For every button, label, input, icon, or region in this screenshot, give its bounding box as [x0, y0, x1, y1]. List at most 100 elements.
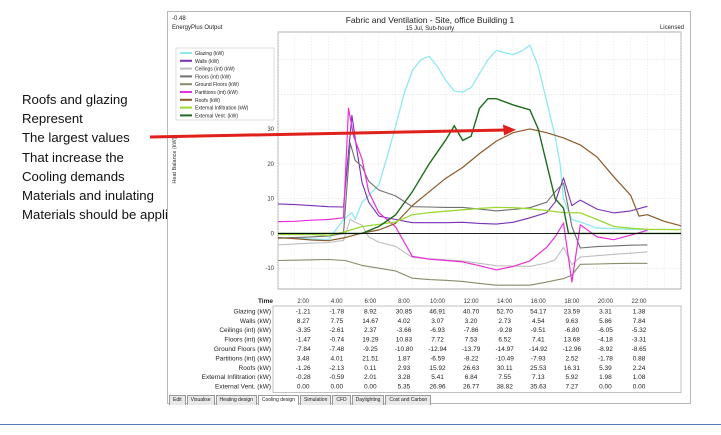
- table-cell: -2.61: [329, 327, 344, 334]
- series-line: [277, 114, 648, 225]
- table-cell: -9.28: [497, 327, 512, 334]
- legend-label: Walls (kW): [195, 59, 219, 65]
- table-cell: 4.02: [398, 318, 411, 325]
- series-line: [278, 44, 648, 241]
- table-cell: -2.13: [329, 365, 344, 372]
- table-cell: 3.20: [465, 318, 478, 325]
- table-cell: 5.92: [566, 374, 579, 381]
- table-cell: -7.86: [464, 327, 479, 334]
- table-row-label: External Infiltration (kW): [202, 374, 271, 381]
- note-line: Represent: [22, 111, 83, 127]
- table-row-label: Floors (int) (kW): [224, 337, 271, 344]
- table-cell: -1.78: [329, 308, 344, 315]
- table-cell: 52.70: [497, 308, 514, 315]
- tab-visualise[interactable]: Visualise: [186, 395, 215, 405]
- table-cell: 25.53: [530, 365, 547, 372]
- note-line: Materials and inulating: [22, 188, 154, 204]
- app-name: EnergyPlus Output: [172, 25, 223, 31]
- legend-label: Glazing (kW): [195, 51, 224, 57]
- table-cell: 26.96: [429, 384, 446, 391]
- table-cell: 1.38: [633, 308, 646, 315]
- table-row-label: Ceilings (int) (kW): [219, 327, 271, 334]
- table-cell: 46.91: [429, 308, 446, 315]
- series-lines: [277, 44, 682, 286]
- x-tick-label: 12:00: [464, 299, 480, 305]
- table-row-label: Walls (kW): [240, 318, 271, 325]
- table-cell: 1.87: [398, 355, 411, 362]
- table-cell: 7.55: [498, 374, 511, 381]
- table-cell: -7.84: [296, 346, 311, 353]
- y-tick-label: 10: [267, 197, 274, 203]
- table-cell: 15.92: [429, 365, 446, 372]
- table-cell: -12.94: [428, 346, 447, 353]
- y-tick-label: 30: [267, 127, 274, 133]
- table-cell: -0.74: [329, 337, 344, 344]
- note-line: That increase the: [22, 149, 124, 165]
- chart-title: Fabric and Ventilation - Site, office Bu…: [345, 15, 515, 25]
- table-frame: [272, 305, 682, 393]
- legend-label: Partitions (int) (kW): [195, 90, 238, 96]
- tab-daylighting[interactable]: Daylighting: [351, 395, 385, 405]
- table-cell: 0.00: [633, 384, 646, 391]
- table-cell: -10.49: [495, 355, 514, 362]
- legend-label: Ceilings (int) (kW): [195, 67, 235, 73]
- table-cell: 40.70: [463, 308, 480, 315]
- table-cell: 5.39: [599, 365, 612, 372]
- note-line: Roofs and glazing: [22, 92, 128, 107]
- table-cell: -6.93: [430, 327, 445, 334]
- table-cell: 7.84: [633, 318, 646, 325]
- table-cell: -3.31: [632, 337, 647, 344]
- table-row-label: External Vent. (kW): [215, 384, 271, 391]
- tab-cooling-design[interactable]: Cooling design: [257, 395, 299, 405]
- y-tick-label: -10: [265, 266, 274, 272]
- license-label: Licensed: [659, 25, 684, 31]
- table-row-label: Ground Floors (kW): [214, 346, 271, 353]
- table-cell: 3.48: [297, 355, 310, 362]
- series-line: [278, 206, 682, 237]
- x-tick-label: 8:00: [398, 299, 410, 305]
- x-tick-label: 14:00: [497, 299, 513, 305]
- table-cell: 1.08: [633, 374, 646, 381]
- table-cell: 1.98: [599, 374, 612, 381]
- table-cell: 3.28: [398, 374, 411, 381]
- tab-heating-design[interactable]: Heating design: [215, 395, 257, 405]
- table-cell: 54.17: [530, 308, 547, 315]
- tab-cfd[interactable]: CFD: [332, 395, 351, 405]
- table-cell: -9.51: [531, 327, 546, 334]
- table-cell: 8.92: [364, 308, 377, 315]
- table-cell: 38.82: [497, 384, 514, 391]
- table-cell: 7.41: [532, 337, 545, 344]
- table-cell: -14.97: [495, 346, 514, 353]
- corner-value: -0.48: [172, 16, 186, 22]
- table-cell: 13.68: [564, 337, 581, 344]
- table-row-label: Roofs (kW): [239, 365, 272, 372]
- x-tick-label: 20:00: [598, 299, 614, 305]
- table-cell: -6.05: [598, 327, 613, 334]
- table-cell: -0.28: [296, 374, 311, 381]
- x-tick-label: 2:00: [297, 299, 309, 305]
- table-cell: 30.85: [396, 308, 413, 315]
- table-cell: 7.53: [465, 337, 478, 344]
- table-cell: 26.63: [463, 365, 480, 372]
- note-line: Cooling demands: [22, 168, 125, 184]
- chart-subtitle: 15 Jul, Sub-hourly: [405, 26, 455, 32]
- table-cell: -7.93: [531, 355, 546, 362]
- legend: Glazing (kW) Walls (kW) Ceilings (int) (kW…: [175, 47, 275, 121]
- tab-cost-and-carbon[interactable]: Cost and Carbon: [385, 395, 432, 405]
- table-cell: -1.78: [598, 355, 613, 362]
- tab-simulation[interactable]: Simulation: [300, 395, 332, 405]
- table-cell: -12.96: [563, 346, 582, 353]
- table-cell: 21.51: [362, 355, 379, 362]
- tab-edit[interactable]: Edit: [169, 395, 186, 405]
- table-cell: 7.72: [431, 337, 444, 344]
- gridlines: [277, 31, 682, 290]
- x-tick-label: 4:00: [331, 299, 343, 305]
- table-cell: 3.07: [431, 318, 444, 325]
- plot-frame: [277, 31, 682, 290]
- table-cell: 0.00: [599, 384, 612, 391]
- table-cell: 2.24: [633, 365, 646, 372]
- data-table: Glazing (kW) -1.21 -1.78 8.92 30.85 46.91 40.7…: [202, 305, 682, 393]
- series-line: [277, 142, 648, 249]
- y-axis-label: Heat Balance (kW): [172, 137, 178, 183]
